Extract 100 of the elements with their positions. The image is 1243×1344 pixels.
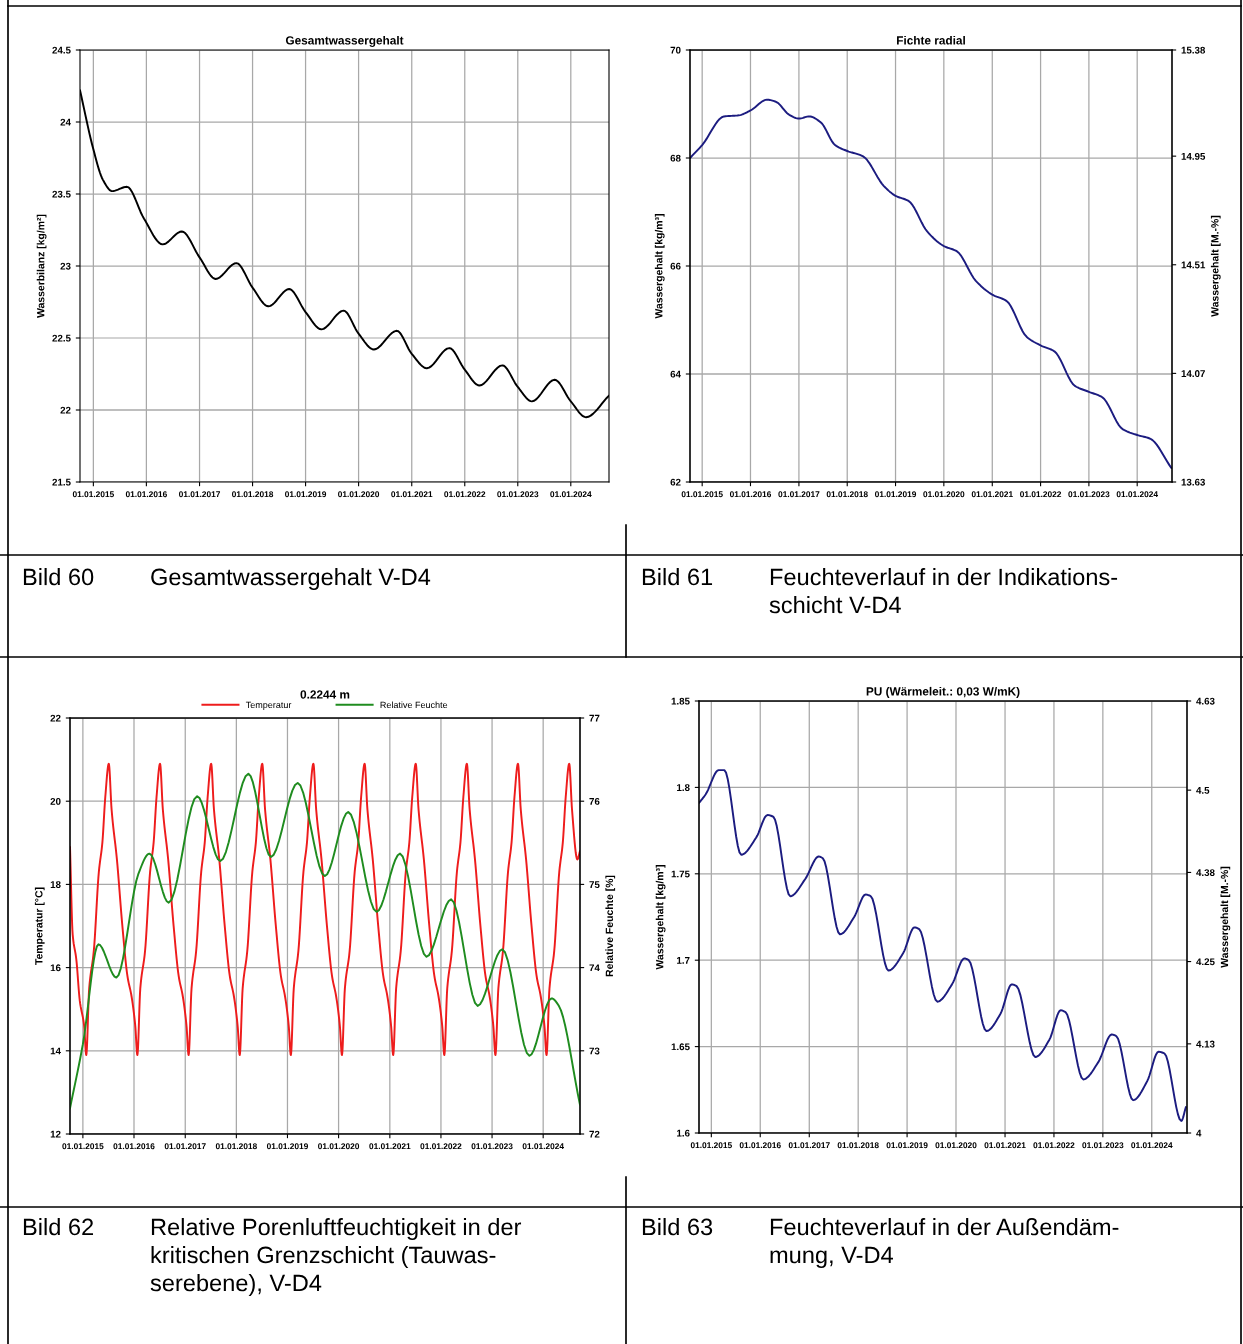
y-tick-label: 24	[60, 118, 71, 126]
x-tick-label: 01.01.2016	[739, 1142, 781, 1149]
text: Bild 61	[642, 568, 713, 586]
y2-tick-label: 72	[589, 1130, 600, 1138]
y2-tick-label: 4.25	[1196, 958, 1215, 966]
x-tick-label: 01.01.2015	[72, 491, 114, 498]
x-tick-label: 01.01.2018	[837, 1142, 879, 1149]
legend-label: Temperatur	[245, 701, 292, 710]
x-tick-label: 01.01.2019	[875, 491, 917, 498]
x-tick-label: 01.01.2018	[826, 491, 868, 498]
y-tick-label: 70	[670, 46, 681, 54]
x-tick-label: 01.01.2024	[522, 1143, 564, 1150]
x-tick-label: 01.01.2022	[1033, 1142, 1075, 1149]
x-tick-label: 01.01.2021	[984, 1142, 1026, 1149]
text: Bild 62	[23, 1218, 94, 1236]
y-tick-label: 20	[50, 797, 61, 805]
y-tick-label: 1.85	[671, 697, 690, 705]
y-tick-label: 22	[60, 406, 71, 414]
y2-tick-label: 4.13	[1196, 1040, 1215, 1048]
text: Bild 63	[642, 1218, 713, 1236]
y-tick-label: 22	[50, 714, 61, 722]
y-axis-title: Wassergehalt [kg/m³]	[655, 865, 666, 970]
y-tick-label: 1.65	[671, 1043, 690, 1051]
x-tick-label: 01.01.2024	[1116, 491, 1158, 498]
x-tick-label: 01.01.2021	[971, 491, 1013, 498]
y-tick-label: 66	[670, 262, 681, 270]
y2-axis-title: Relative Feuchte [%]	[605, 875, 616, 977]
y-tick-label: 1.8	[677, 784, 690, 792]
x-tick-label: 01.01.2024	[1131, 1142, 1173, 1149]
y-tick-label: 62	[670, 478, 681, 486]
text: Bild 60	[23, 568, 94, 586]
legend-label: Relative Feuchte	[380, 701, 448, 709]
y-tick-label: 14	[50, 1047, 61, 1055]
y-tick-label: 12	[50, 1130, 61, 1138]
y-axis-title: Wassergehalt [kg/m³]	[654, 214, 665, 319]
x-tick-label: 01.01.2021	[391, 491, 433, 498]
y2-axis-title: Wassergehalt [M.-%]	[1220, 866, 1231, 968]
x-tick-label: 01.01.2016	[125, 491, 167, 498]
x-tick-label: 01.01.2020	[935, 1142, 977, 1149]
x-tick-label: 01.01.2022	[444, 491, 486, 498]
x-tick-label: 01.01.2022	[1020, 491, 1062, 498]
y-tick-label: 16	[50, 964, 61, 972]
y2-tick-label: 73	[589, 1047, 600, 1055]
x-tick-label: 01.01.2022	[420, 1143, 462, 1150]
text: Feuchteverlauf in der Indikations- schicht V-D4	[769, 568, 1118, 614]
y-tick-label: 68	[670, 154, 681, 162]
text: Gesamtwassergehalt V-D4	[151, 568, 431, 591]
y2-tick-label: 13.63	[1181, 478, 1206, 486]
x-tick-label: 01.01.2019	[266, 1143, 309, 1150]
y-tick-label: 23	[60, 262, 71, 270]
x-tick-label: 01.01.2019	[285, 491, 327, 498]
text: Feuchteverlauf in der Außendäm- mung, V-D4	[770, 1218, 1119, 1269]
x-tick-label: 01.01.2021	[369, 1143, 411, 1150]
chart-title: Fichte radial	[897, 35, 965, 45]
y2-tick-label: 4.5	[1196, 786, 1210, 794]
x-tick-label: 01.01.2015	[681, 491, 723, 498]
y2-tick-label: 4	[1196, 1129, 1202, 1137]
x-tick-label: 01.01.2015	[690, 1142, 732, 1149]
y2-tick-label: 14.95	[1181, 152, 1206, 160]
y2-tick-label: 76	[589, 797, 600, 805]
x-tick-label: 01.01.2018	[215, 1143, 257, 1150]
x-tick-label: 01.01.2017	[778, 491, 820, 498]
chart-title: Gesamtwassergehalt	[285, 35, 404, 47]
x-tick-label: 01.01.2016	[729, 491, 772, 498]
y2-tick-label: 74	[589, 964, 600, 972]
y-tick-label: 1.6	[677, 1129, 690, 1137]
x-tick-label: 01.01.2020	[318, 1143, 360, 1150]
y-tick-label: 21.5	[52, 478, 71, 486]
y-tick-label: 64	[670, 370, 681, 378]
y-tick-label: 22.5	[52, 334, 71, 342]
y-tick-label: 18	[50, 881, 61, 889]
y2-tick-label: 75	[589, 881, 600, 889]
x-tick-label: 01.01.2023	[1082, 1142, 1124, 1149]
y2-tick-label: 4.63	[1196, 697, 1215, 705]
x-tick-label: 01.01.2023	[471, 1143, 513, 1150]
y-axis-title: Temperatur [°C]	[34, 887, 45, 965]
y2-tick-label: 15.38	[1181, 46, 1206, 54]
chart-title: 0.2244 m	[300, 690, 350, 699]
text: Relative Porenluftfeuchtigkeit in der kritischen Grenzschicht (Tauwas- serebene), V-D4	[150, 1218, 522, 1296]
x-tick-label: 01.01.2016	[113, 1143, 155, 1150]
y2-tick-label: 4.38	[1196, 869, 1215, 877]
x-tick-label: 01.01.2015	[62, 1143, 104, 1150]
chart-title: PU (Wärmeleit.: 0,03 W/mK)	[866, 686, 1020, 698]
x-tick-label: 01.01.2019	[886, 1142, 928, 1149]
y2-tick-label: 14.07	[1181, 370, 1205, 377]
x-tick-label: 01.01.2017	[164, 1143, 206, 1150]
y-axis-title: Wasserbilanz [kg/m²]	[36, 214, 47, 318]
y2-tick-label: 77	[589, 714, 600, 722]
y-tick-label: 1.7	[677, 957, 690, 964]
x-tick-label: 01.01.2017	[179, 491, 221, 498]
x-tick-label: 01.01.2023	[1068, 491, 1110, 498]
y-tick-label: 23.5	[52, 190, 71, 198]
y-tick-label: 24.5	[52, 46, 71, 54]
x-tick-label: 01.01.2020	[338, 491, 380, 498]
x-tick-label: 01.01.2023	[497, 491, 539, 498]
x-tick-label: 01.01.2018	[232, 491, 274, 498]
x-tick-label: 01.01.2020	[923, 491, 965, 498]
y2-tick-label: 14.51	[1181, 261, 1206, 269]
y-tick-label: 1.75	[671, 870, 690, 878]
x-tick-label: 01.01.2024	[550, 491, 592, 498]
